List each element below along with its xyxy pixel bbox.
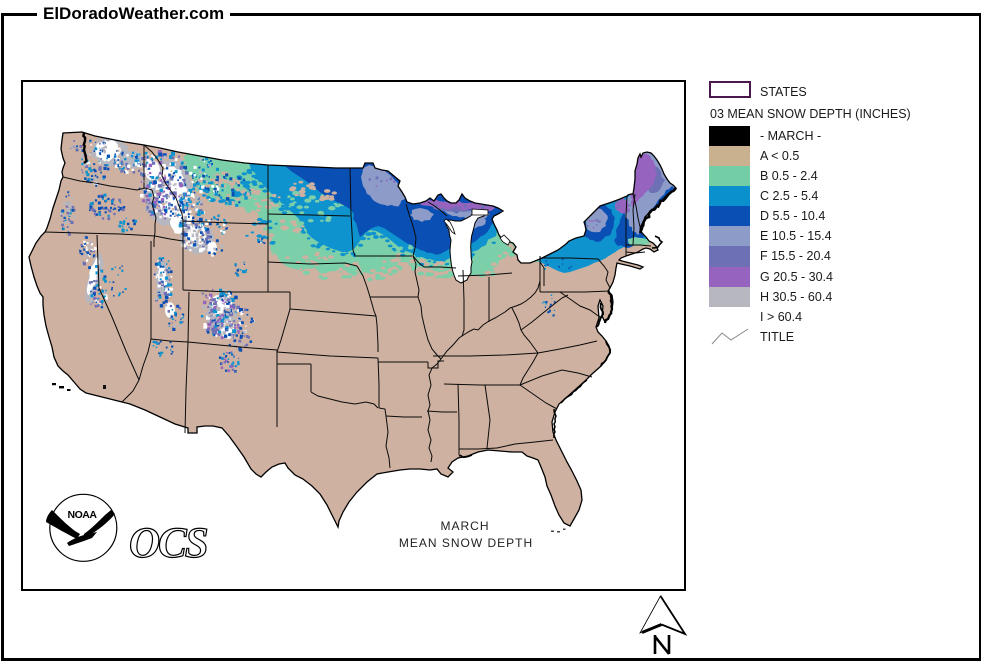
svg-text:NOAA: NOAA [68, 509, 98, 521]
svg-text:OCS: OCS [129, 520, 208, 567]
